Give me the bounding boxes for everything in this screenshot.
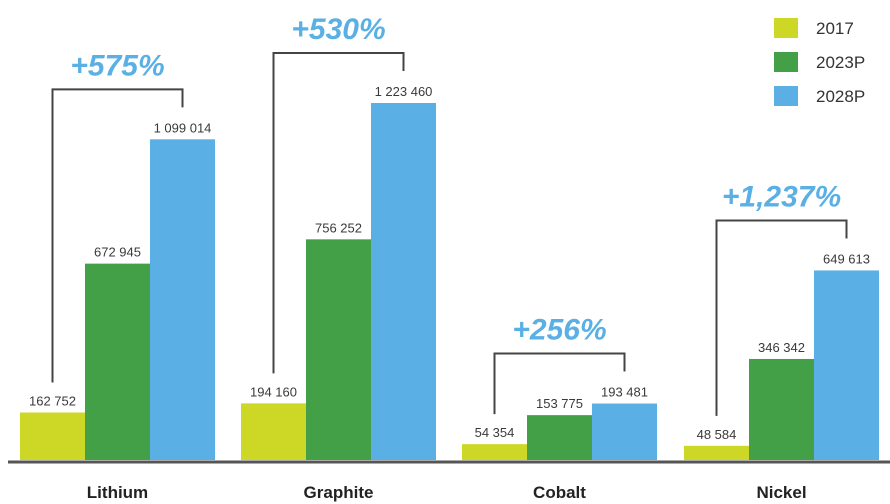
- growth-annotation-lithium: +575%: [70, 49, 164, 82]
- growth-bracket-graphite: [272, 52, 405, 374]
- bar-nickel-2023p: [749, 358, 814, 460]
- category-label-lithium: Lithium: [87, 483, 148, 502]
- bar-lithium-2017: [20, 412, 85, 460]
- category-label-cobalt: Cobalt: [533, 483, 586, 502]
- growth-annotation-cobalt: +256%: [512, 314, 606, 347]
- bar-nickel-2017: [684, 445, 749, 460]
- bar-nickel-2028p: [814, 270, 879, 460]
- legend: 2017 2023P 2028P: [774, 18, 865, 106]
- legend-swatch-2028p: [774, 86, 798, 106]
- legend-label-2017: 2017: [816, 19, 854, 38]
- legend-swatch-2017: [774, 18, 798, 38]
- bars-layer: [20, 103, 879, 460]
- category-labels: Lithium Graphite Cobalt Nickel: [87, 483, 807, 502]
- growth-bracket-cobalt: [493, 352, 626, 415]
- value-label-graphite-2017: 194 160: [250, 384, 297, 399]
- legend-swatch-2023p: [774, 52, 798, 72]
- growth-annotation-nickel: +1,237%: [722, 180, 841, 213]
- bar-lithium-2028p: [150, 139, 215, 460]
- value-label-cobalt-2023p: 153 775: [536, 396, 583, 411]
- growth-annotation-graphite: +530%: [291, 13, 385, 46]
- bar-graphite-2028p: [371, 103, 436, 460]
- bar-graphite-2023p: [306, 239, 371, 460]
- value-label-nickel-2028p: 649 613: [823, 251, 870, 266]
- value-labels: 162 752 672 945 1 099 014 194 160 756 252 1 2…: [29, 84, 870, 442]
- value-label-cobalt-2017: 54 354: [475, 425, 515, 440]
- growth-bracket-lithium: [51, 88, 184, 383]
- category-label-nickel: Nickel: [756, 483, 806, 502]
- legend-label-2028p: 2028P: [816, 87, 865, 106]
- category-label-graphite: Graphite: [304, 483, 374, 502]
- value-label-lithium-2023p: 672 945: [94, 245, 141, 260]
- bar-cobalt-2028p: [592, 403, 657, 460]
- bar-lithium-2023p: [85, 263, 150, 460]
- value-label-lithium-2028p: 1 099 014: [154, 120, 212, 135]
- growth-bracket-nickel: [715, 219, 848, 416]
- bar-graphite-2017: [241, 403, 306, 460]
- value-label-lithium-2017: 162 752: [29, 394, 76, 409]
- value-label-cobalt-2028p: 193 481: [601, 385, 648, 400]
- bar-cobalt-2023p: [527, 415, 592, 460]
- value-label-graphite-2028p: 1 223 460: [375, 84, 433, 99]
- value-label-nickel-2023p: 346 342: [758, 340, 805, 355]
- value-label-nickel-2017: 48 584: [697, 427, 737, 442]
- growth-brackets: +575% +530% +256% +1,237%: [51, 13, 848, 416]
- legend-label-2023p: 2023P: [816, 53, 865, 72]
- bar-cobalt-2017: [462, 444, 527, 460]
- value-label-graphite-2023p: 756 252: [315, 220, 362, 235]
